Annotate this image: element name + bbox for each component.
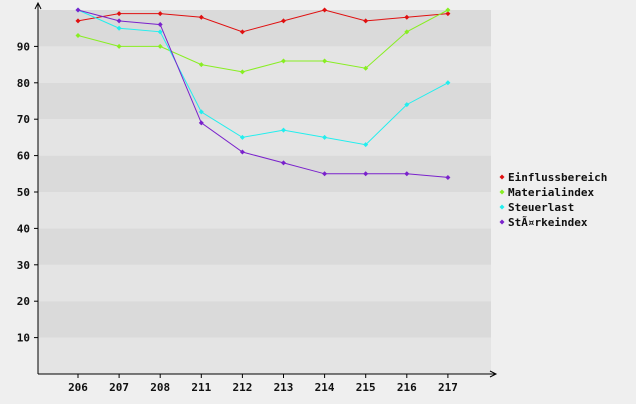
series-line [77,9,448,33]
y-tick-label: 20 [17,295,30,308]
legend-marker [499,174,505,180]
y-tick-label: 70 [17,113,30,126]
series-0 [75,7,451,35]
series-3 [75,7,451,180]
data-point [322,58,328,64]
data-point [322,134,328,140]
legend-label: StÃ¤rkeindex [508,216,588,229]
plot-background [38,10,491,374]
y-tick-label: 10 [17,332,30,345]
grid-band [38,46,491,83]
data-point [281,160,286,166]
x-axis-arrow [489,370,498,378]
data-point [363,18,369,24]
data-point [281,18,286,24]
data-point [239,134,245,140]
legend-marker [499,189,505,195]
legend-item: StÃ¤rkeindex [499,216,588,229]
data-point [75,18,81,24]
y-tick-label: 90 [17,40,30,53]
data-point [116,25,122,31]
data-point [404,29,410,35]
y-tick-label: 30 [17,259,30,272]
x-tick-label: 216 [397,381,417,394]
data-point [116,43,122,49]
axes [34,1,498,378]
data-point [445,7,451,13]
series-line [77,9,449,146]
data-point [198,14,204,20]
x-tick-label: 214 [315,381,335,394]
data-point [198,62,204,68]
series-line [77,9,448,178]
legend-marker [499,204,505,210]
data-point [198,120,204,126]
legend-label: Materialindex [508,186,594,199]
grid-band [38,264,491,302]
x-tick-label: 208 [150,381,170,394]
grid-band [38,192,491,229]
axis-ticks: 10 20 30 40 50 60 70 80 90 206 207 208 211 212 213 214 2… [17,40,458,394]
y-tick-label: 40 [17,222,30,235]
series-line [77,9,449,73]
legend-item: Materialindex [499,186,594,199]
data-point [75,7,81,13]
data-point [322,171,328,177]
data-point [116,18,122,24]
data-point [404,14,410,20]
x-tick-label: 207 [109,381,129,394]
grid-band [38,301,491,338]
data-point [116,11,122,17]
data-point [239,69,245,75]
grid-band [38,155,491,192]
y-tick-label: 80 [17,77,30,90]
grid-band [38,337,491,374]
data-point [281,127,286,133]
data-point [239,149,245,155]
data-point [445,174,451,180]
data-point [157,29,163,35]
data-point [75,32,81,38]
grid-band [38,228,491,265]
legend-item: Steuerlast [499,201,574,214]
x-tick-label: 206 [68,381,88,394]
data-point [239,29,245,35]
legend-label: Einflussbereich [508,171,607,184]
x-tick-label: 213 [274,381,294,394]
x-tick-label: 212 [232,381,252,394]
data-point [157,11,163,17]
data-point [157,22,163,28]
series-layer [75,7,451,180]
data-point [157,43,163,49]
x-tick-label: 217 [438,381,458,394]
data-point [363,142,369,148]
data-point [198,109,204,115]
legend: Einflussbereich Materialindex Steuerlast St… [499,171,607,229]
legend-item: Einflussbereich [499,171,607,184]
data-point [281,58,286,64]
y-tick-label: 60 [17,150,30,163]
series-1 [75,7,451,75]
data-point [404,102,410,108]
data-point [363,65,369,71]
data-point [445,11,451,17]
x-tick-label: 215 [356,381,376,394]
data-point [322,7,328,13]
legend-label: Steuerlast [508,201,574,214]
grid-band [38,82,491,120]
legend-marker [499,219,505,225]
grid-band [38,119,491,156]
y-tick-label: 50 [17,186,30,199]
data-point [363,171,369,177]
data-point [404,171,410,177]
y-axis-arrow [34,1,42,10]
data-point [445,80,451,86]
x-tick-label: 211 [191,381,211,394]
